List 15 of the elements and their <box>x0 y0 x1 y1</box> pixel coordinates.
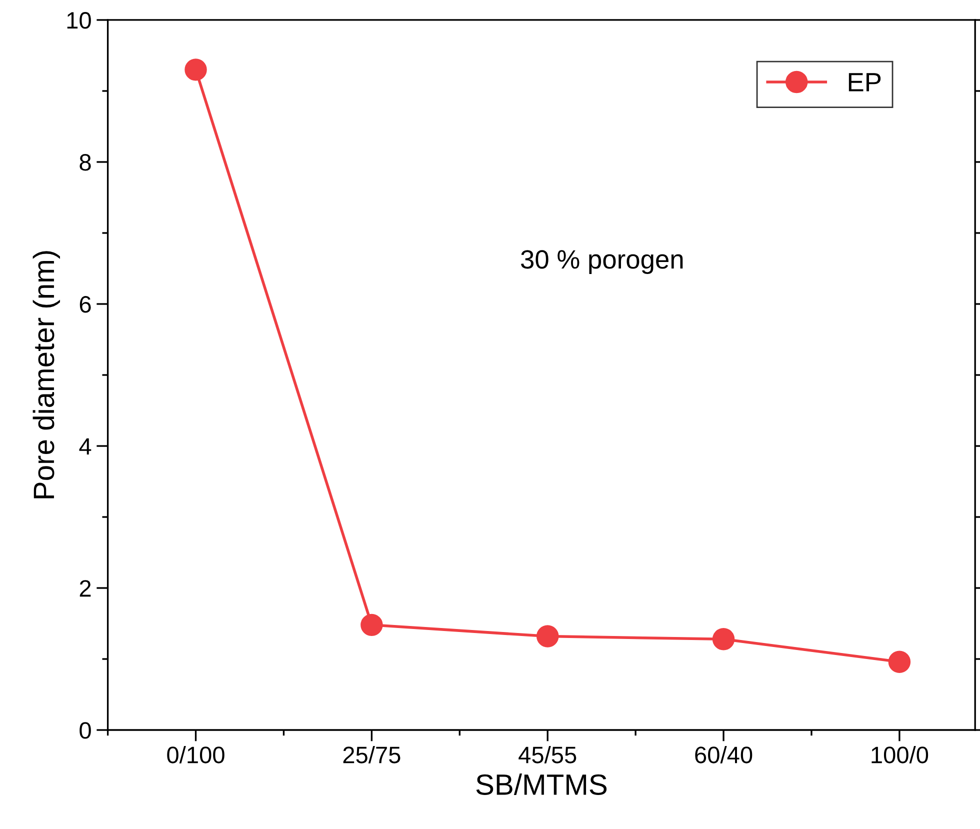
x-tick-label: 0/100 <box>167 746 224 764</box>
x-tick-label: 45/55 <box>518 746 576 764</box>
y-tick-label: 8 <box>80 154 91 171</box>
y-tick-label: 4 <box>79 438 92 455</box>
y-axis-title: Pore diameter (nm) <box>32 251 60 498</box>
x-tick-label: 25/75 <box>343 746 400 764</box>
y-tick-label: 6 <box>80 296 91 313</box>
x-tick-label: 60/40 <box>695 746 752 764</box>
x-axis-title: SB/MTMS <box>476 774 607 795</box>
y-tick-label: 10 <box>67 12 91 29</box>
legend-label: EP <box>848 73 881 92</box>
x-tick-label: 100/0 <box>872 746 928 764</box>
y-tick-label: 2 <box>80 580 91 597</box>
y-tick-label: 0 <box>80 722 91 739</box>
annotation: 30 % porogen <box>521 250 683 274</box>
